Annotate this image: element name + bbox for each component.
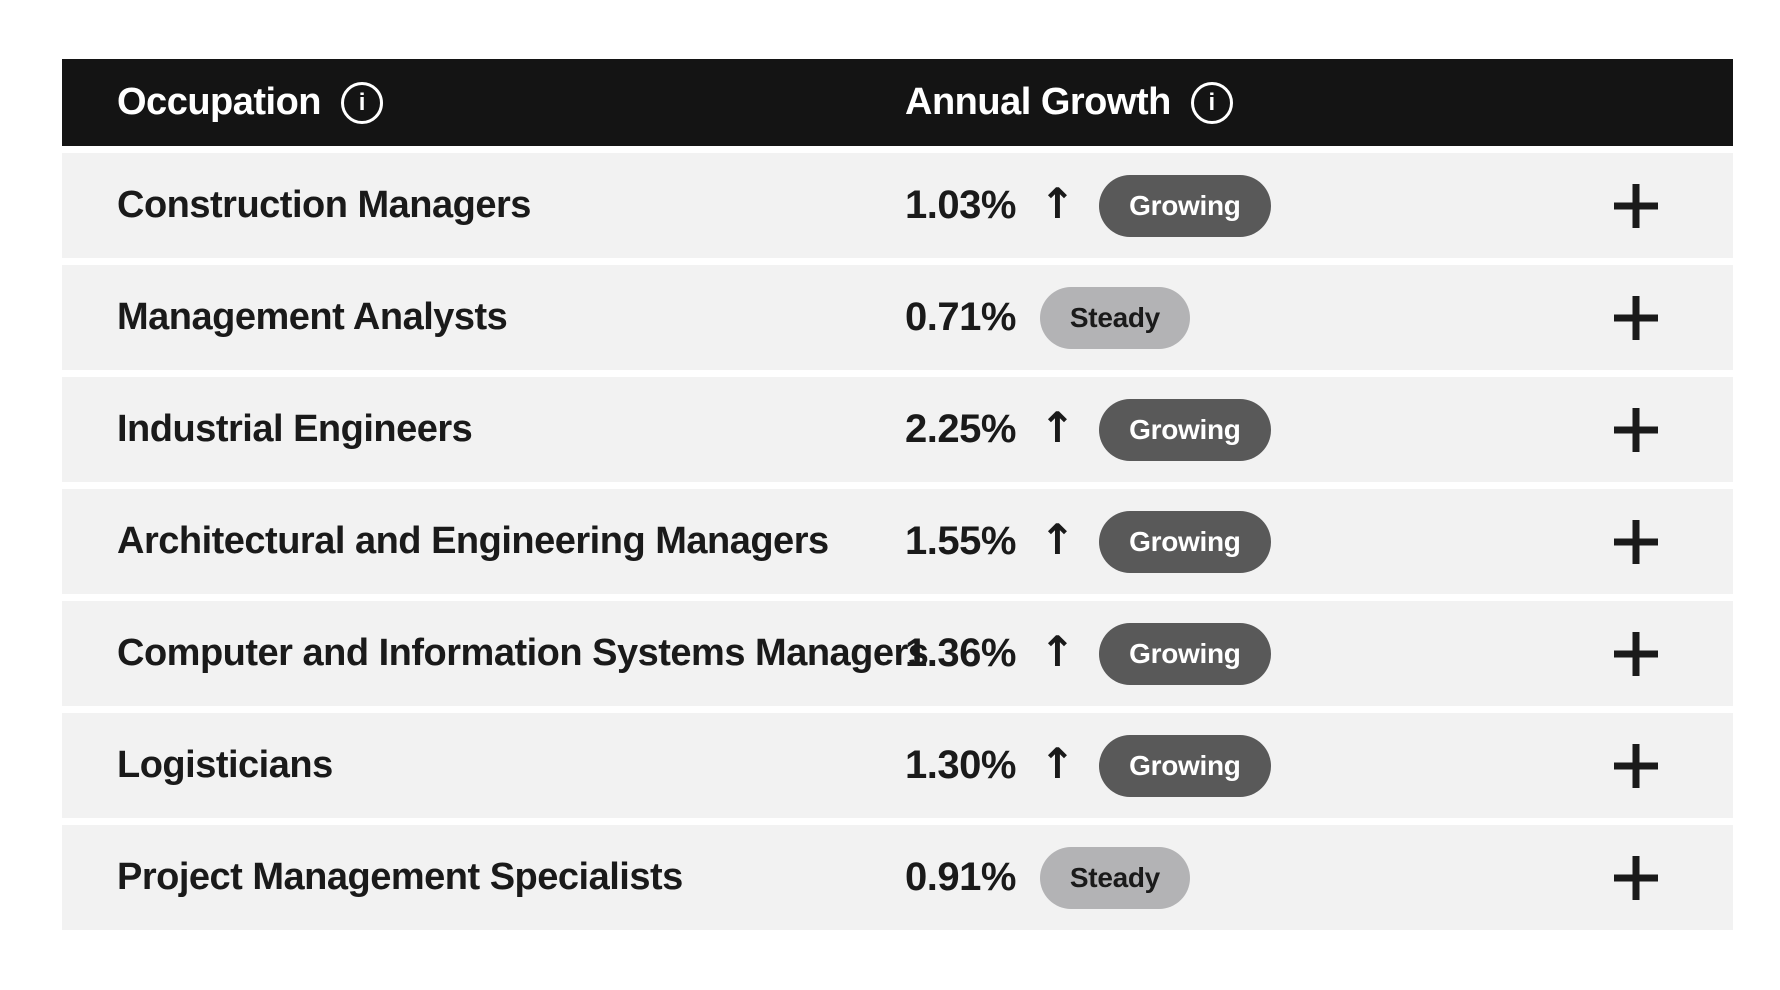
plus-icon [1614, 631, 1658, 676]
annual-growth-column-header: Annual Growth [905, 81, 1171, 123]
occupation-cell: Logisticians [117, 744, 333, 786]
plus-cell [1539, 854, 1733, 902]
occupation-cell: Project Management Specialists [117, 856, 683, 898]
expand-row-plus-button[interactable] [1612, 854, 1660, 902]
plus-cell [1539, 518, 1733, 566]
occupation-cell: Computer and Information Systems Manager… [117, 632, 929, 674]
expand-row-plus-button[interactable] [1612, 406, 1660, 454]
plus-cell [1539, 406, 1733, 454]
occupation-cell: Management Analysts [117, 296, 508, 338]
growth-cell: 0.91% Steady [905, 846, 1539, 909]
occupation-cell: Industrial Engineers [117, 408, 473, 450]
table-row: Computer and Information Systems Manager… [62, 601, 1733, 706]
plus-icon [1614, 183, 1658, 228]
status-badge: Steady [1039, 286, 1190, 349]
expand-row-plus-button[interactable] [1612, 182, 1660, 230]
table-header-row: Occupation i Annual Growth i [62, 59, 1733, 146]
occupation-growth-table: Occupation i Annual Growth i Constructio… [62, 59, 1733, 930]
occupation-cell: Construction Managers [117, 184, 531, 226]
status-badge: Steady [1039, 846, 1190, 909]
growth-value: 2.25% [905, 407, 1016, 451]
table-row: Industrial Engineers 2.25% ↑ Growing [62, 377, 1733, 482]
expand-row-plus-button[interactable] [1612, 518, 1660, 566]
growth-value: 1.03% [905, 183, 1016, 227]
plus-cell [1539, 742, 1733, 790]
plus-cell [1539, 294, 1733, 342]
growth-cell: 1.30% ↑ Growing [905, 734, 1539, 797]
plus-icon [1614, 407, 1658, 452]
occupation-cell: Architectural and Engineering Managers [117, 520, 829, 562]
plus-icon [1614, 295, 1658, 340]
status-badge: Growing [1099, 174, 1271, 237]
growth-value: 1.55% [905, 519, 1016, 563]
growth-cell: 0.71% Steady [905, 286, 1539, 349]
occupation-header-cell: Occupation i [62, 81, 905, 124]
expand-row-plus-button[interactable] [1612, 294, 1660, 342]
table-row: Construction Managers 1.03% ↑ Growing [62, 153, 1733, 258]
growth-value: 0.71% [905, 295, 1016, 339]
up-arrow-icon: ↑ [1039, 178, 1076, 228]
occupation-info-icon[interactable]: i [341, 81, 384, 124]
growth-value: 0.91% [905, 855, 1016, 899]
expand-row-plus-button[interactable] [1612, 742, 1660, 790]
up-arrow-icon: ↑ [1039, 626, 1076, 676]
growth-value: 1.30% [905, 743, 1016, 787]
plus-cell [1539, 630, 1733, 678]
status-badge: Growing [1099, 510, 1271, 573]
up-arrow-icon: ↑ [1039, 402, 1076, 452]
status-badge: Growing [1099, 734, 1271, 797]
table-row: Architectural and Engineering Managers 1… [62, 489, 1733, 594]
growth-cell: 1.55% ↑ Growing [905, 510, 1539, 573]
growth-cell: 1.36% ↑ Growing [905, 622, 1539, 685]
growth-cell: 2.25% ↑ Growing [905, 398, 1539, 461]
plus-icon [1614, 855, 1658, 900]
plus-icon [1614, 519, 1658, 564]
status-badge: Growing [1099, 622, 1271, 685]
growth-value: 1.36% [905, 631, 1016, 675]
growth-cell: 1.03% ↑ Growing [905, 174, 1539, 237]
table-row: Project Management Specialists 0.91% Ste… [62, 825, 1733, 930]
table-row: Logisticians 1.30% ↑ Growing [62, 713, 1733, 818]
plus-cell [1539, 182, 1733, 230]
plus-icon [1614, 743, 1658, 788]
annual-growth-info-icon[interactable]: i [1190, 81, 1233, 124]
up-arrow-icon: ↑ [1039, 514, 1076, 564]
status-badge: Growing [1099, 398, 1271, 461]
growth-header-cell: Annual Growth i [905, 81, 1539, 124]
table-body: Construction Managers 1.03% ↑ Growing Ma… [62, 153, 1733, 930]
table-row: Management Analysts 0.71% Steady [62, 265, 1733, 370]
up-arrow-icon: ↑ [1039, 738, 1076, 788]
expand-row-plus-button[interactable] [1612, 630, 1660, 678]
occupation-column-header: Occupation [117, 81, 322, 123]
